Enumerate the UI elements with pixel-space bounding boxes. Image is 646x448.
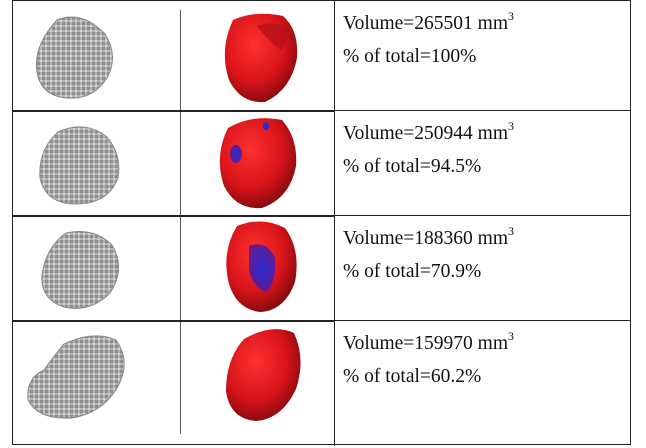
- surface-render-image: [220, 325, 305, 425]
- image-divider: [180, 112, 181, 215]
- surface-render-image: [217, 218, 302, 316]
- row-2-text: Volume=250944 mm3 % of total=94.5%: [343, 119, 515, 179]
- exponent-label: 3: [508, 329, 515, 343]
- row-divider: [334, 320, 631, 321]
- voxel-model-image: [30, 225, 130, 313]
- exponent-label: 3: [508, 119, 515, 133]
- volume-label: Volume=250944 mm: [343, 123, 509, 144]
- percent-label: % of total=100%: [343, 46, 477, 67]
- exponent-label: 3: [508, 9, 515, 23]
- figure-table: Volume=265501 mm3 % of total=100% Volume…: [12, 0, 632, 446]
- row-1-text: Volume=265501 mm3 % of total=100%: [343, 9, 515, 69]
- exponent-label: 3: [508, 224, 515, 238]
- volume-label: Volume=159970 mm: [343, 333, 509, 354]
- volume-label: Volume=188360 mm: [343, 228, 509, 249]
- surface-render-image: [212, 114, 302, 212]
- voxel-model-image: [30, 120, 130, 210]
- row-divider: [12, 110, 334, 112]
- voxel-model-image: [27, 12, 127, 102]
- row-3-text: Volume=188360 mm3 % of total=70.9%: [343, 224, 515, 284]
- image-divider: [180, 10, 181, 110]
- voxel-model-image: [20, 330, 135, 425]
- row-divider: [12, 320, 334, 322]
- volume-label: Volume=265501 mm: [343, 13, 509, 34]
- row-divider: [12, 215, 334, 217]
- percent-label: % of total=60.2%: [343, 366, 482, 387]
- image-divider: [180, 322, 181, 434]
- table-border: [12, 0, 631, 445]
- surface-render-image: [217, 10, 302, 105]
- row-divider: [334, 110, 631, 111]
- percent-label: % of total=70.9%: [343, 261, 482, 282]
- percent-label: % of total=94.5%: [343, 156, 482, 177]
- image-divider: [180, 217, 181, 320]
- row-divider: [334, 215, 631, 216]
- column-divider: [334, 0, 335, 446]
- row-4-text: Volume=159970 mm3 % of total=60.2%: [343, 329, 515, 389]
